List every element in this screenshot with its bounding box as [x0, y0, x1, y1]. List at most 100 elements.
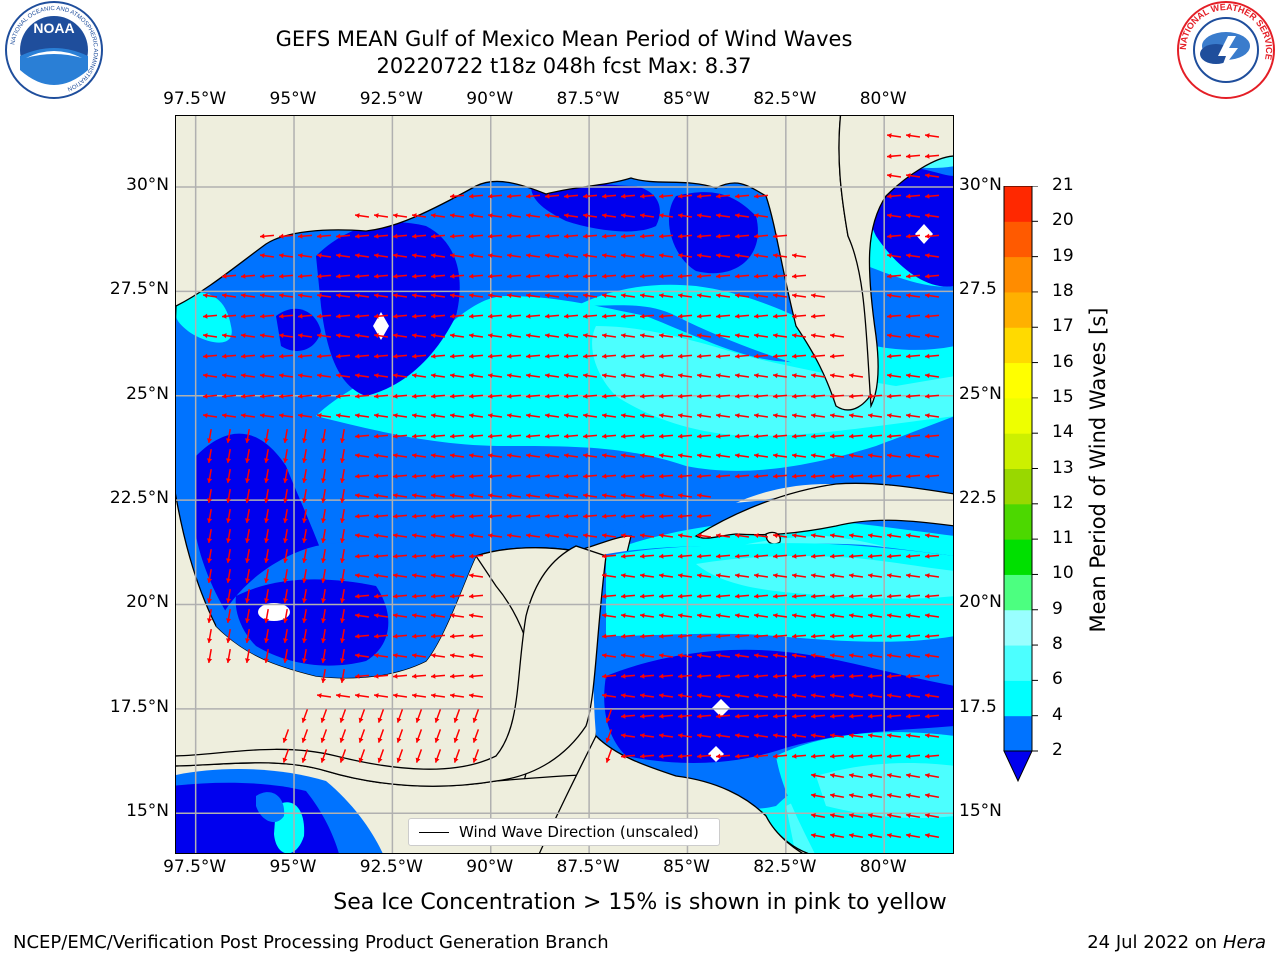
wind-arrowhead-373	[925, 393, 930, 399]
wind-arrowhead-449	[887, 433, 892, 439]
wind-arrowhead-274	[469, 353, 474, 359]
colorbar-segment-10	[1004, 362, 1032, 399]
wind-arrowhead-25	[754, 193, 759, 199]
wind-arrowhead-328	[792, 373, 797, 379]
wind-arrowhead-401	[716, 413, 721, 419]
wind-arrowhead-148	[887, 273, 892, 279]
wind-arrowhead-349	[469, 393, 474, 399]
wind-arrowhead-110	[735, 253, 740, 259]
wind-arrowhead-927	[849, 733, 854, 739]
chart-title: GEFS MEAN Gulf of Mexico Mean Period of …	[275, 27, 853, 51]
wind-arrowhead-243	[583, 333, 588, 339]
wind-arrowhead-425	[431, 433, 436, 439]
wind-arrowhead-195	[355, 313, 360, 319]
wind-arrowhead-250	[716, 333, 721, 339]
wind-arrowhead-791	[263, 658, 270, 663]
wind-arrowhead-773	[659, 633, 664, 639]
wind-arrowhead-612	[735, 533, 740, 539]
cuba	[694, 482, 953, 539]
wind-arrowhead-469	[526, 453, 531, 459]
wind-arrowhead-83	[906, 233, 911, 239]
wind-arrowhead-90	[355, 253, 360, 259]
wind-arrowhead-395	[602, 413, 607, 419]
wind-arrowhead-780	[792, 633, 797, 639]
wind-arrowhead-45	[659, 213, 664, 219]
wind-arrowhead-827	[431, 673, 436, 679]
wind-arrowhead-442	[754, 433, 759, 439]
wind-arrowhead-527	[887, 473, 892, 479]
wind-arrowhead-734	[431, 613, 436, 619]
wind-arrowhead-563	[320, 518, 327, 523]
wind-arrowhead-301	[279, 373, 284, 379]
wind-arrowhead-874	[925, 693, 930, 699]
wind-arrowhead-514	[640, 473, 645, 479]
wind-arrowhead-388	[469, 413, 474, 419]
wind-arrowhead-9	[450, 193, 455, 199]
wind-arrowhead-49	[735, 213, 740, 219]
y-tick-right-label: 17.5	[959, 696, 997, 717]
wind-arrowhead-112	[773, 253, 778, 259]
wind-arrowhead-101	[564, 253, 569, 259]
wind-direction-arrows	[202, 133, 940, 839]
wind-arrowhead-713	[773, 593, 778, 599]
wind-arrowhead-363	[735, 393, 740, 399]
wind-arrowhead-975	[811, 812, 816, 819]
wind-arrowhead-446	[830, 433, 835, 439]
wind-arrowhead-82	[887, 233, 892, 239]
x-tick-top-label: 90°W	[466, 89, 514, 109]
white-patches	[258, 224, 933, 762]
wind-arrowhead-641	[659, 553, 664, 559]
wind-arrowhead-426	[450, 433, 455, 439]
wind-arrowhead-109	[716, 253, 721, 259]
wind-arrowhead-671	[602, 573, 607, 579]
wind-arrowhead-810	[735, 653, 740, 659]
wind-arrowhead-492	[225, 478, 232, 483]
wind-arrowhead-331	[849, 373, 854, 379]
wind-arrowhead-929	[887, 733, 892, 739]
wind-arrowhead-728	[320, 618, 327, 623]
wind-arrowhead-830	[602, 673, 607, 679]
wind-arrowhead-668	[431, 573, 436, 579]
wind-arrowhead-207	[583, 313, 588, 319]
wind-arrowhead-702	[450, 593, 455, 599]
wind-arrowhead-230	[336, 333, 341, 339]
wind-arrowhead-750	[849, 613, 854, 619]
y-tick-left-label: 30°N	[126, 174, 169, 195]
wind-arrowhead-703	[469, 593, 474, 599]
wind-arrowhead-180	[754, 293, 759, 299]
wind-arrowhead-634	[412, 553, 417, 559]
wind-arrowhead-599	[488, 533, 493, 539]
wind-arrowhead-28	[925, 193, 930, 199]
wind-arrowhead-775	[697, 633, 702, 639]
wind-arrowhead-790	[244, 658, 251, 663]
wind-arrowhead-63	[431, 233, 436, 239]
wind-arrowhead-205	[545, 313, 550, 319]
wind-arrowhead-277	[526, 353, 531, 359]
wind-arrowhead-804	[621, 653, 626, 659]
wind-arrowhead-123	[336, 273, 341, 279]
wind-arrowhead-234	[412, 333, 417, 339]
wind-arrowhead-699	[393, 593, 398, 599]
wind-arrowhead-660	[282, 578, 289, 583]
wind-arrowhead-637	[469, 553, 474, 559]
wind-arrowhead-139	[640, 273, 645, 279]
wind-arrowhead-856	[469, 693, 474, 699]
wind-arrowhead-644	[716, 553, 721, 559]
wind-arrowhead-391	[526, 413, 531, 419]
wind-arrowhead-16	[583, 193, 588, 199]
wind-arrowhead-829	[469, 673, 474, 679]
wind-arrowhead-52	[906, 213, 911, 219]
wind-arrowhead-648	[792, 553, 797, 559]
wind-arrowhead-956	[849, 753, 854, 759]
wind-arrowhead-677	[716, 573, 721, 579]
wind-arrowhead-959	[906, 753, 911, 759]
wind-arrowhead-509	[545, 473, 550, 479]
wind-arrowhead-343	[355, 393, 360, 399]
wind-arrowhead-843	[849, 673, 854, 679]
pacific-sw	[176, 769, 383, 853]
wind-arrowhead-290	[773, 353, 778, 359]
colorbar-segment-6	[1004, 503, 1032, 540]
wind-arrowhead-722	[206, 618, 213, 623]
wind-arrowhead-428	[488, 433, 493, 439]
wind-arrowhead-192	[298, 313, 303, 319]
